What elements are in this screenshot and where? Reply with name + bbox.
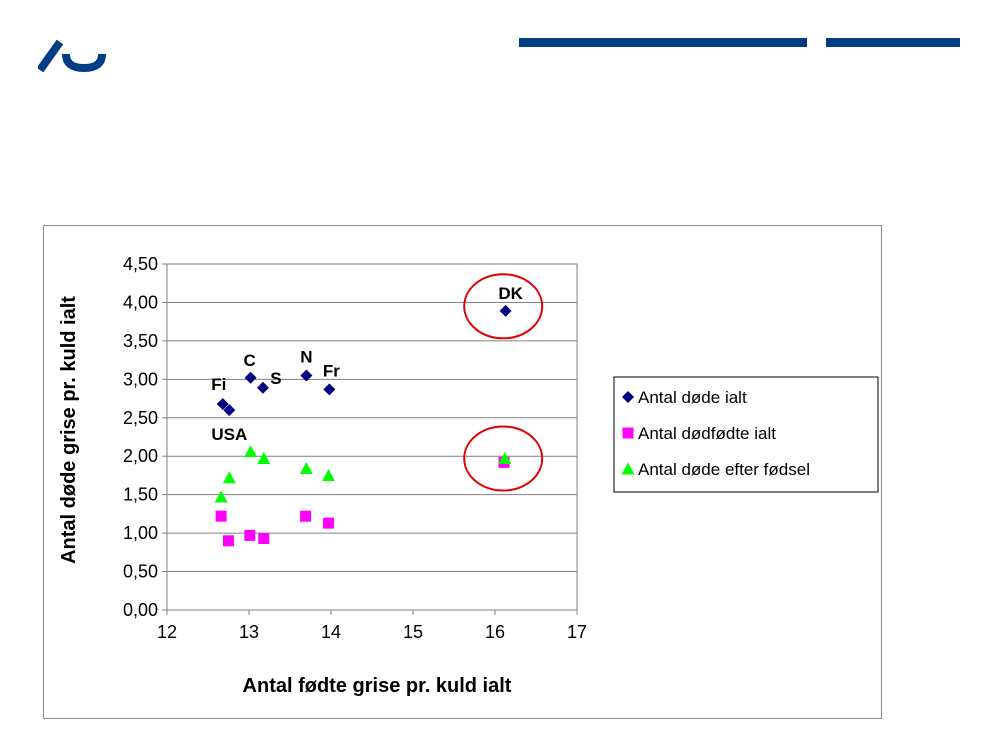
y-tick-label: 1,50	[123, 485, 158, 505]
x-axis-title: Antal fødte grise pr. kuld ialt	[243, 675, 512, 697]
data-point-diamond	[499, 304, 512, 317]
highlight-circle	[463, 273, 544, 340]
x-tick-label: 14	[321, 622, 341, 642]
y-tick-label: 4,50	[123, 254, 158, 274]
x-tick-label: 16	[485, 622, 505, 642]
header-bar-left	[519, 38, 807, 47]
data-point-triangle	[222, 471, 236, 484]
data-point-diamond	[323, 383, 336, 396]
point-label: DK	[498, 284, 523, 303]
y-tick-label: 2,00	[123, 446, 158, 466]
x-tick-label: 15	[403, 622, 423, 642]
data-point-diamond	[244, 371, 257, 384]
highlight-circle	[463, 425, 544, 492]
data-points	[214, 304, 512, 547]
legend-label: Antal dødfødte ialt	[638, 424, 776, 443]
x-tick-label: 17	[567, 622, 587, 642]
point-label: C	[243, 351, 255, 370]
legend-label: Antal døde ialt	[638, 388, 747, 407]
data-point-square	[215, 510, 227, 522]
point-label: S	[270, 369, 281, 388]
legend: Antal døde ialt Antal dødfødte ialt Antal …	[613, 376, 879, 493]
plot-area	[166, 263, 578, 611]
y-axis-ticks: 0,00 0,50 1,00 1,50 2,00 2,50 3,00 3,50 4,00 4,50	[123, 254, 167, 620]
data-point-diamond	[256, 381, 269, 394]
header-bar-right	[826, 38, 960, 47]
data-point-square	[300, 510, 312, 522]
legend-marker-triangle	[621, 462, 635, 475]
data-point-triangle	[244, 445, 258, 458]
point-labels: Fi USA CSN Fr DK	[211, 284, 523, 444]
grid-lines	[167, 263, 577, 573]
data-point-square	[323, 517, 335, 529]
y-tick-label: 0,50	[123, 562, 158, 582]
data-point-triangle	[498, 452, 512, 465]
data-point-square	[223, 535, 234, 547]
legend-box	[613, 376, 879, 493]
y-tick-label: 4,00	[123, 292, 158, 312]
y-tick-label: 3,50	[123, 331, 158, 351]
data-point-square	[258, 532, 270, 544]
x-tick-label: 13	[239, 622, 259, 642]
scatter-chart: 0,00 0,50 1,00 1,50 2,00 2,50 3,00 3,50 4,00 4,50…	[58, 254, 879, 697]
highlight-circles	[463, 273, 544, 492]
y-tick-label: 1,00	[123, 523, 158, 543]
data-point-diamond	[223, 404, 236, 417]
data-point-diamond	[300, 369, 313, 382]
x-tick-label: 12	[157, 622, 177, 642]
plot-border	[166, 263, 578, 611]
legend-label: Antal døde efter fødsel	[638, 460, 810, 479]
point-label: USA	[211, 425, 247, 444]
x-axis-ticks: 12 13 14 15 16 17	[157, 610, 587, 642]
data-point-triangle	[299, 462, 313, 475]
logo-icon	[38, 39, 106, 73]
point-label: Fr	[323, 361, 340, 380]
data-point-square	[244, 529, 256, 541]
y-tick-label: 2,50	[123, 408, 158, 428]
data-point-triangle	[257, 452, 271, 465]
data-point-diamond	[216, 397, 229, 410]
data-point-triangle	[322, 468, 336, 481]
y-axis-title: Antal døde grise pr. kuld ialt	[58, 296, 80, 564]
y-tick-label: 3,00	[123, 369, 158, 389]
chart-frame: 0,00 0,50 1,00 1,50 2,00 2,50 3,00 3,50 4,00 4,50…	[43, 225, 882, 719]
data-point-triangle	[214, 490, 228, 503]
legend-marker-diamond	[622, 391, 634, 403]
point-label: N	[300, 347, 312, 366]
point-label: Fi	[211, 375, 226, 394]
legend-marker-square	[622, 427, 634, 439]
y-tick-label: 0,00	[123, 600, 158, 620]
